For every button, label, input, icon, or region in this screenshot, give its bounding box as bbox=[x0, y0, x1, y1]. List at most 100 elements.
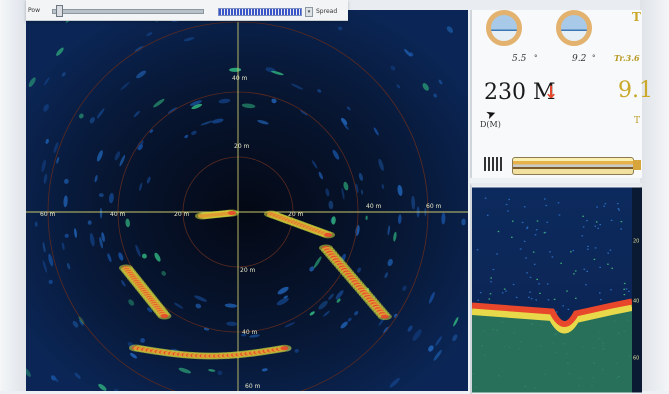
sonar-noise-blip bbox=[48, 279, 53, 285]
echogram-noise-dot bbox=[611, 267, 613, 269]
sonar-noise-blip bbox=[56, 47, 64, 56]
sonar-noise-blip bbox=[129, 352, 138, 359]
sonar-noise-blip bbox=[98, 193, 104, 198]
echogram-display[interactable]: 20 40 60 bbox=[470, 183, 642, 394]
echogram-noise-dot bbox=[607, 252, 609, 254]
echogram-scale-60: 60 bbox=[633, 356, 639, 362]
echogram-noise-dot bbox=[587, 245, 589, 247]
echogram-noise-dot bbox=[479, 292, 482, 294]
echogram-noise-dot bbox=[503, 288, 506, 290]
sonar-noise-blip bbox=[407, 325, 413, 332]
sonar-noise-blip bbox=[241, 333, 247, 337]
echogram-noise-dot bbox=[594, 247, 597, 249]
sonar-noise-blip bbox=[358, 172, 363, 181]
roll-gauge-icon bbox=[486, 10, 522, 46]
echogram-noise-dot bbox=[553, 298, 556, 300]
sonar-noise-blip bbox=[294, 348, 299, 353]
echogram-noise-dot bbox=[551, 256, 554, 258]
tick-bottom-40: 40 m bbox=[242, 329, 258, 336]
sonar-noise-blip bbox=[99, 236, 104, 249]
sonar-noise-blip bbox=[446, 26, 454, 33]
sonar-noise-blip bbox=[261, 368, 268, 372]
echogram-noise-dot bbox=[505, 290, 507, 292]
sonar-noise-blip bbox=[271, 98, 277, 104]
sonar-noise-blip bbox=[211, 118, 224, 124]
echogram-noise-dot bbox=[486, 214, 489, 216]
sonar-noise-blip bbox=[383, 326, 389, 334]
echogram-noise-dot bbox=[573, 273, 575, 275]
echogram-noise-dot bbox=[618, 209, 620, 211]
sonar-noise-blip bbox=[42, 260, 48, 273]
echogram-noise-dot bbox=[582, 215, 584, 217]
echogram-noise-dot bbox=[526, 226, 529, 228]
echogram-noise-dot bbox=[476, 249, 479, 251]
sonar-noise-blip bbox=[136, 140, 144, 150]
sonar-noise-blip bbox=[313, 256, 322, 269]
color-scale-end-icon bbox=[633, 160, 641, 170]
echogram-noise-dot bbox=[597, 227, 599, 229]
echogram-noise-dot bbox=[628, 290, 630, 292]
sonar-noise-blip bbox=[393, 231, 397, 242]
sonar-echo-core bbox=[280, 346, 289, 351]
pitch-value: 9.2 bbox=[572, 54, 587, 64]
echogram-noise-dot bbox=[575, 297, 577, 299]
echogram-noise-dot bbox=[526, 227, 528, 229]
sonar-noise-blip bbox=[43, 173, 48, 184]
toolbar-right-label: Spread bbox=[316, 8, 338, 15]
sonar-noise-blip bbox=[325, 188, 330, 197]
echogram-noise-dot bbox=[586, 220, 588, 222]
sonar-noise-blip bbox=[28, 77, 36, 88]
echogram-noise-dot bbox=[534, 234, 537, 236]
echogram-noise-dot bbox=[547, 299, 550, 301]
sonar-noise-blip bbox=[191, 130, 197, 136]
echogram-noise-dot bbox=[572, 249, 575, 252]
sonar-noise-blip bbox=[338, 26, 343, 31]
echogram-noise-dot bbox=[600, 299, 602, 301]
sonar-noise-blip bbox=[146, 32, 153, 36]
echogram-noise-dot bbox=[623, 282, 626, 285]
sonar-noise-blip bbox=[119, 154, 126, 167]
sonar-noise-blip bbox=[336, 298, 341, 303]
sonar-noise-blip bbox=[42, 241, 46, 253]
echogram-noise-dot bbox=[546, 283, 549, 285]
echogram-noise-dot bbox=[620, 228, 622, 230]
echogram-noise-dot bbox=[519, 248, 522, 250]
sonar-noise-blip bbox=[173, 302, 184, 309]
echogram-noise-dot bbox=[610, 219, 613, 221]
sonar-noise-blip bbox=[411, 195, 416, 210]
sonar-noise-blip bbox=[136, 70, 147, 79]
sonar-noise-blip bbox=[183, 37, 195, 42]
sonar-noise-blip bbox=[134, 46, 144, 52]
echogram-noise-dot bbox=[521, 221, 524, 224]
roll-degree: ° bbox=[534, 54, 538, 62]
echogram-noise-dot bbox=[530, 298, 533, 300]
gain-slider-handle[interactable] bbox=[56, 5, 63, 17]
echogram-scale-strip bbox=[632, 187, 642, 393]
top-right-glyph: T bbox=[632, 10, 641, 24]
echogram-noise-dot bbox=[596, 206, 598, 208]
sonar-noise-blip bbox=[43, 104, 49, 112]
gain-slider-track[interactable] bbox=[52, 9, 204, 14]
tick-right-40: 40 m bbox=[366, 203, 382, 210]
sonar-noise-blip bbox=[461, 218, 466, 226]
echogram-noise-dot bbox=[501, 292, 504, 294]
echogram-noise-dot bbox=[599, 224, 601, 226]
echogram-noise-dot bbox=[585, 284, 587, 286]
echogram-noise-dot bbox=[505, 203, 508, 206]
sonar-noise-blip bbox=[249, 334, 260, 338]
echogram-noise-dot bbox=[533, 263, 536, 265]
sonar-noise-blip bbox=[433, 349, 442, 361]
sonar-noise-blip bbox=[217, 370, 223, 376]
depth-readout: 230 M bbox=[484, 80, 556, 105]
echogram-noise-dot bbox=[604, 203, 607, 205]
sonar-display[interactable]: 40 m 20 m 60 m 40 m 20 m 20 m 40 m 60 m … bbox=[26, 10, 468, 391]
sonar-noise-blip bbox=[74, 372, 81, 379]
sonar-noise-blip bbox=[108, 192, 114, 204]
echogram-noise-dot bbox=[582, 226, 585, 228]
sonar-noise-blip bbox=[342, 122, 349, 130]
echogram-noise-dot bbox=[507, 210, 509, 212]
sonar-noise-blip bbox=[428, 291, 435, 304]
echogram-noise-dot bbox=[593, 258, 596, 260]
level-spinner[interactable]: ▾ bbox=[305, 7, 313, 17]
sonar-noise-blip bbox=[118, 252, 124, 261]
